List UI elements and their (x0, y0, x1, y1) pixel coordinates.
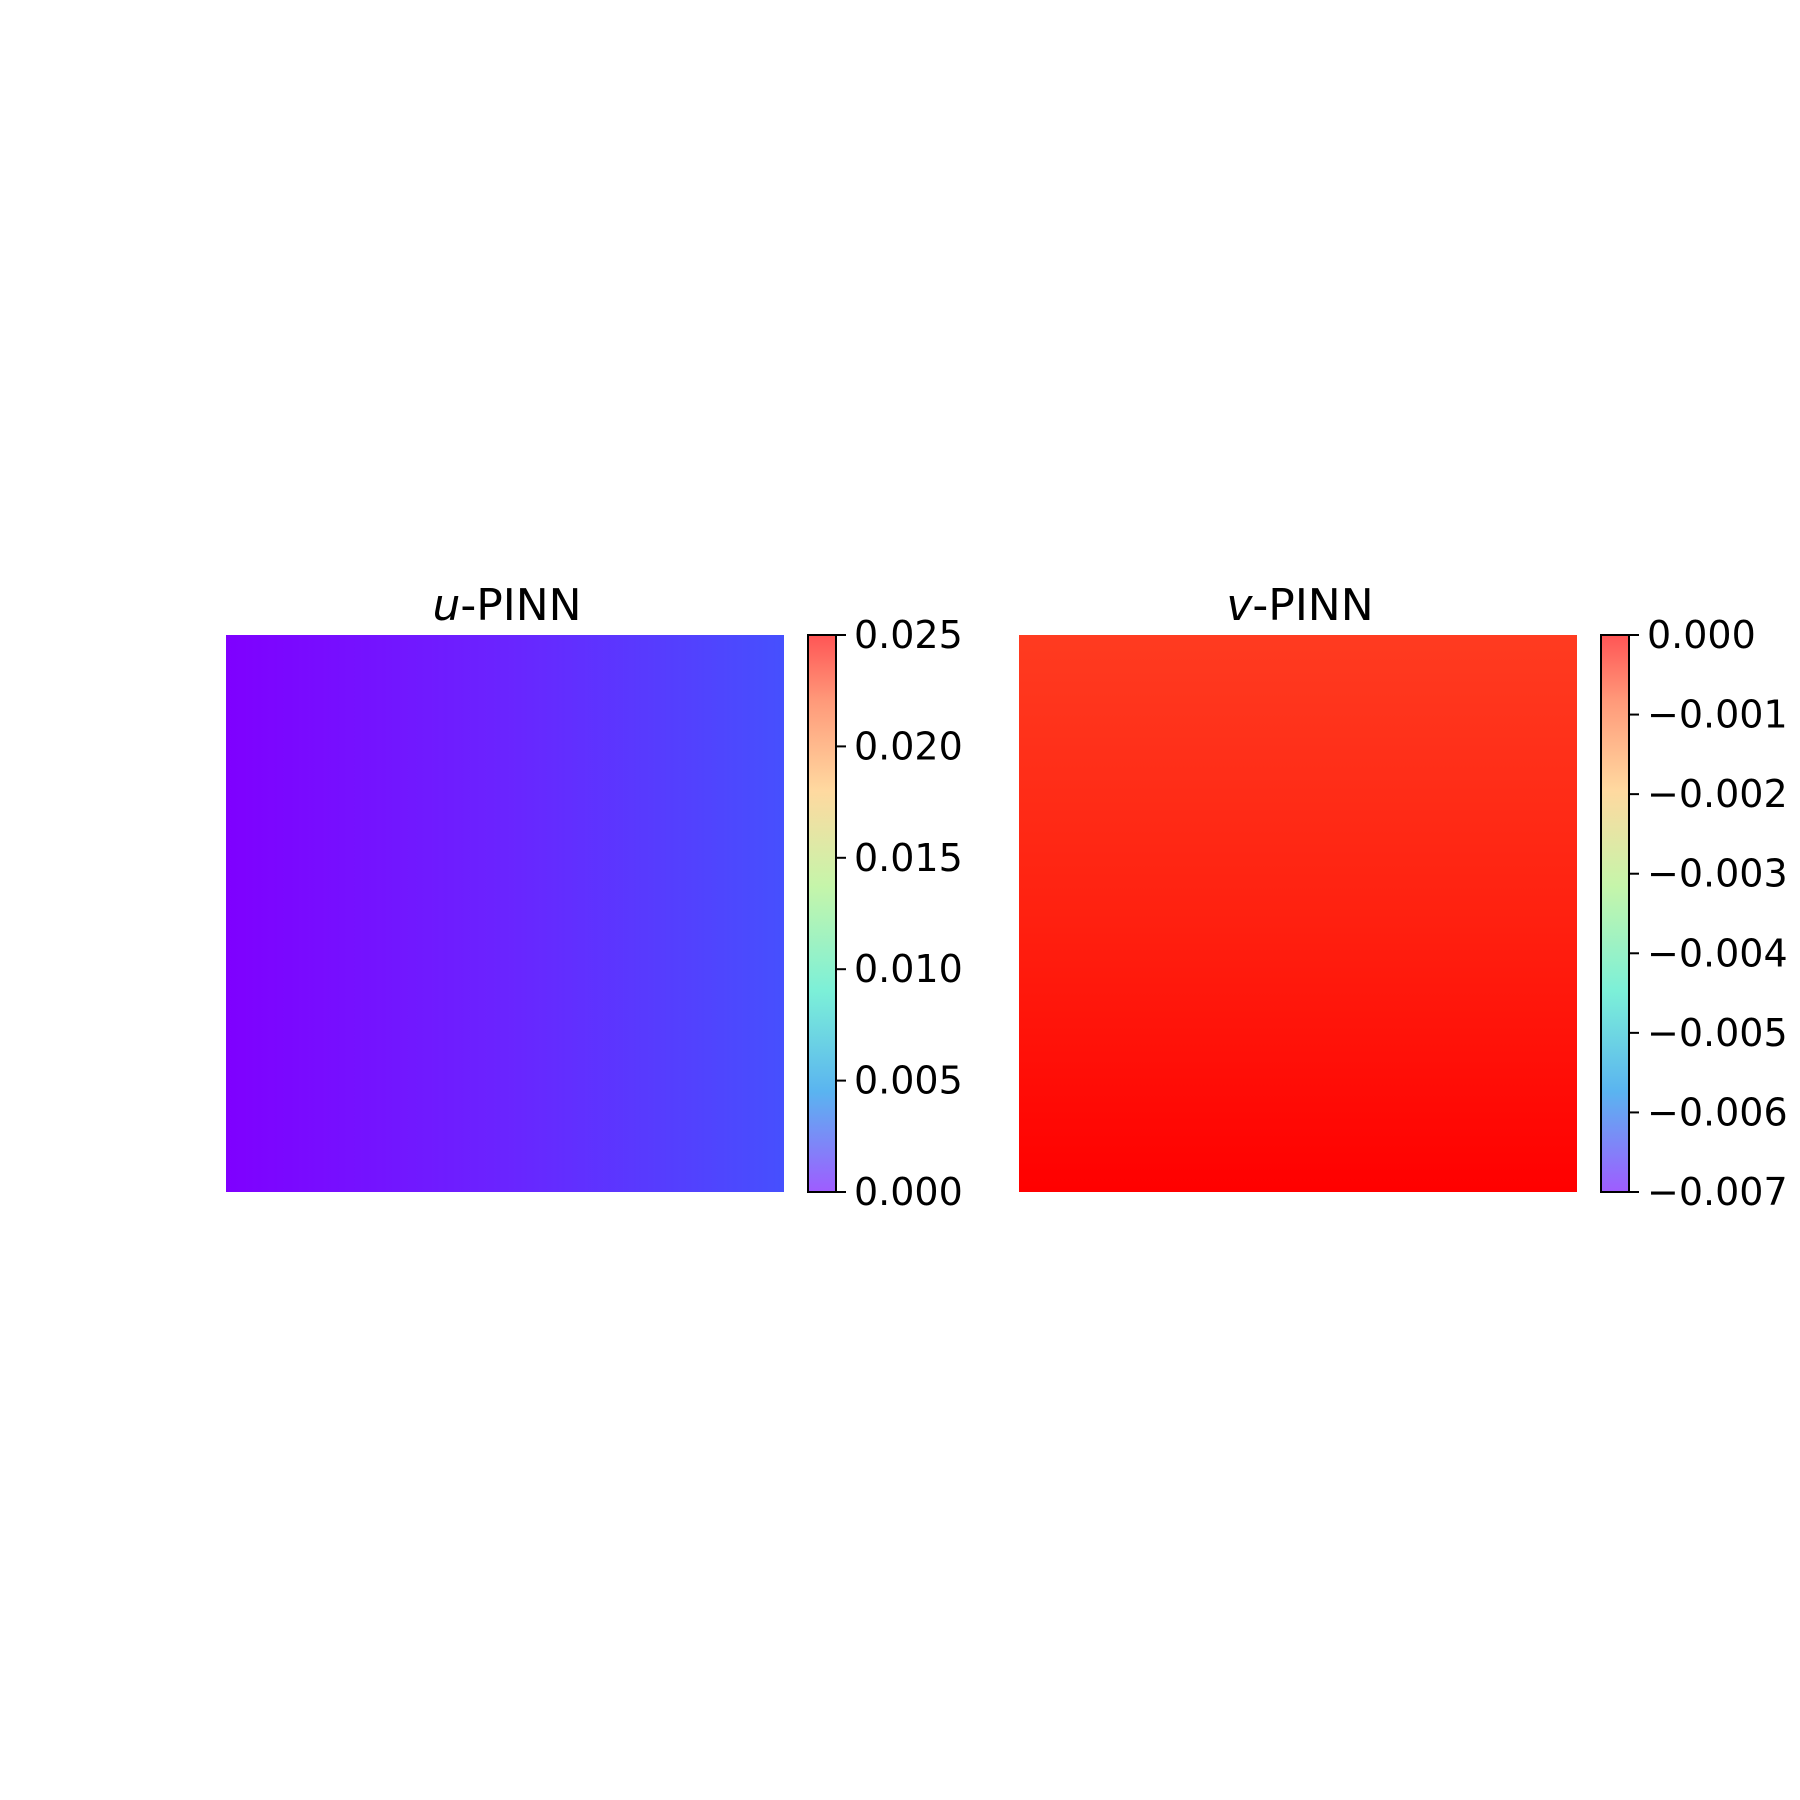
u-colorbar-fill (808, 635, 836, 1192)
v-colorbar-tick-label: −0.003 (1647, 852, 1788, 896)
v-colorbar-tick-label: −0.004 (1647, 931, 1788, 975)
v-colorbar-tick-label: −0.001 (1647, 693, 1788, 737)
panel-v-title: v-PINN (1226, 580, 1373, 631)
u-colorbar-tick-label: 0.005 (854, 1059, 963, 1103)
u-colorbar-outline (807, 634, 837, 1193)
v-colorbar-tick-label: −0.006 (1647, 1090, 1788, 1134)
v-colorbar-outline (1600, 634, 1630, 1193)
v-field-heatmap (1019, 635, 1577, 1192)
panel-v: v-PINN 0.000 −0.001 −0.002 −0.003 −0.004 −0.0… (1019, 580, 1788, 1214)
v-colorbar-tick-label: −0.002 (1647, 772, 1788, 816)
panel-u-title-rest: -PINN (460, 580, 581, 631)
panel-u: u-PINN 0.000 0.005 0.010 0.015 0.020 0.025 (226, 580, 963, 1214)
v-colorbar-ticks: 0.000 −0.001 −0.002 −0.003 −0.004 −0.005 −0.00… (1629, 613, 1788, 1214)
u-colorbar: 0.000 0.005 0.010 0.015 0.020 0.025 (807, 613, 963, 1214)
u-colorbar-ticks: 0.000 0.005 0.010 0.015 0.020 0.025 (836, 613, 963, 1214)
v-colorbar-fill (1601, 635, 1629, 1192)
u-colorbar-tick-label: 0.010 (854, 947, 963, 991)
panel-u-title-var: u (432, 580, 460, 631)
v-colorbar-tick-label: −0.005 (1647, 1011, 1788, 1055)
panel-u-title: u-PINN (432, 580, 581, 631)
v-colorbar-tick-label: 0.000 (1647, 613, 1756, 657)
u-colorbar-tick-label: 0.020 (854, 724, 963, 768)
v-colorbar-tick-label: −0.007 (1647, 1170, 1788, 1214)
u-field-heatmap (226, 635, 784, 1192)
panel-v-title-var: v (1226, 580, 1253, 631)
u-colorbar-tick-label: 0.025 (854, 613, 963, 657)
u-colorbar-tick-label: 0.015 (854, 836, 963, 880)
v-colorbar: 0.000 −0.001 −0.002 −0.003 −0.004 −0.005 −0.00… (1600, 613, 1788, 1214)
u-colorbar-tick-label: 0.000 (854, 1170, 963, 1214)
panel-v-title-rest: -PINN (1252, 580, 1373, 631)
